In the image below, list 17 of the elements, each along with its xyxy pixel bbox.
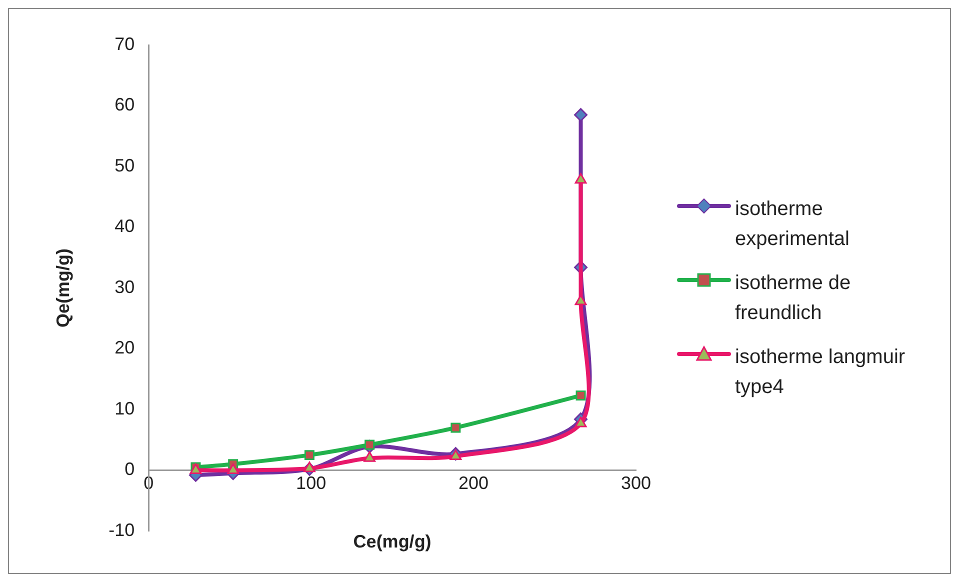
x-tick-label: 300 <box>620 473 652 494</box>
legend-label: isotherme de freundlich <box>735 271 852 326</box>
y-tick-label: 10 <box>114 398 135 418</box>
y-tick-label: 40 <box>114 216 135 236</box>
legend-label: isotherme langmuir type4 <box>735 345 906 400</box>
y-tick-label: 0 <box>124 459 135 480</box>
legend-label: isotherme experimental <box>735 197 851 252</box>
y-tick-label: 20 <box>114 338 135 358</box>
y-tick-label: 50 <box>114 155 135 176</box>
x-axis-title: Ce(mg/g) <box>353 532 432 552</box>
y-tick-label: 70 <box>114 34 135 54</box>
x-tick-label: 200 <box>458 473 489 494</box>
y-tick-label: -10 <box>108 520 135 540</box>
y-tick-label: 60 <box>114 94 135 115</box>
y-axis-title: Qe(mg/g) <box>52 248 73 328</box>
y-tick-label: 30 <box>114 276 135 297</box>
x-tick-label: 100 <box>296 473 326 494</box>
